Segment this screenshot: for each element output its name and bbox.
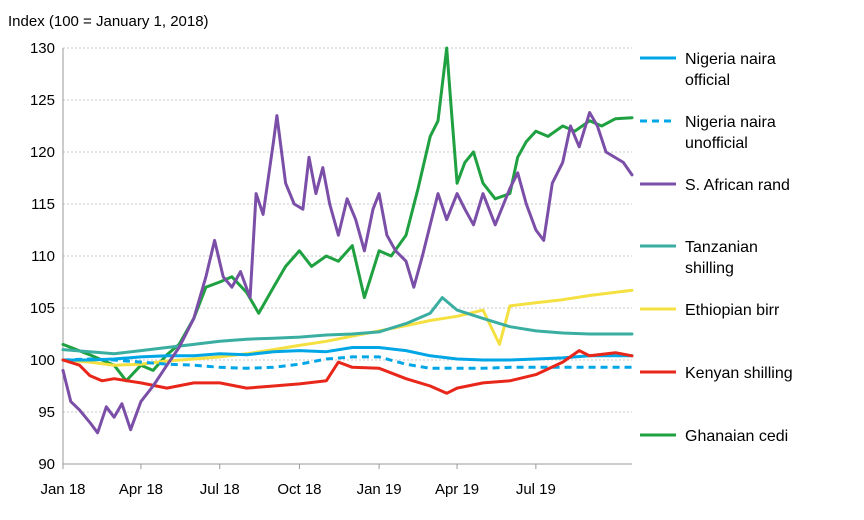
y-tick-label: 120 xyxy=(30,144,55,161)
x-tick-label: Jul 18 xyxy=(200,481,240,498)
y-tick-label: 130 xyxy=(30,40,55,57)
legend-label: Ethiopian birr xyxy=(685,302,780,319)
x-tick-label: Jan 18 xyxy=(40,481,85,498)
y-tick-label: 100 xyxy=(30,352,55,369)
grid xyxy=(63,47,632,413)
series-line-4 xyxy=(61,288,634,367)
series-line-2 xyxy=(61,111,634,435)
legend-label: Nigeria naira unofficial xyxy=(685,114,776,152)
y-tick-label: 95 xyxy=(38,404,55,421)
x-tick-label: Apr 18 xyxy=(119,481,163,498)
legend-label: Ghanaian cedi xyxy=(685,428,788,445)
legend-label: Kenyan shilling xyxy=(685,365,793,382)
x-axis-ticks: Jan 18 Apr 18 Jul 18 Oct 18 Jan 19 Apr 19 Jul … xyxy=(40,464,556,498)
legend-label: Nigeria naira official xyxy=(685,51,776,89)
series-line-1 xyxy=(62,355,632,370)
series-line-0 xyxy=(61,346,634,362)
series-line-5 xyxy=(61,349,634,395)
y-tick-label: 90 xyxy=(38,456,55,473)
legend-label: S. African rand xyxy=(685,177,790,194)
y-tick-label: 110 xyxy=(31,248,55,265)
chart-title: Index (100 = January 1, 2018) xyxy=(8,13,209,30)
y-tick-label: 105 xyxy=(30,300,55,317)
y-axis-ticks: 90 95 100 105 110 115 120 125 130 xyxy=(30,40,55,473)
x-tick-label: Apr 19 xyxy=(435,481,479,498)
y-tick-label: 115 xyxy=(31,196,55,213)
legend: Nigeria naira official Nigeria naira unoffi… xyxy=(640,51,793,445)
x-tick-label: Jul 19 xyxy=(516,481,556,498)
y-tick-label: 125 xyxy=(30,92,55,109)
x-tick-label: Jan 19 xyxy=(357,481,402,498)
series-lines xyxy=(61,46,634,435)
legend-label: Tanzanian shilling xyxy=(685,239,758,277)
series-line-3 xyxy=(61,296,634,356)
x-tick-label: Oct 18 xyxy=(277,481,321,498)
axes xyxy=(62,48,632,465)
